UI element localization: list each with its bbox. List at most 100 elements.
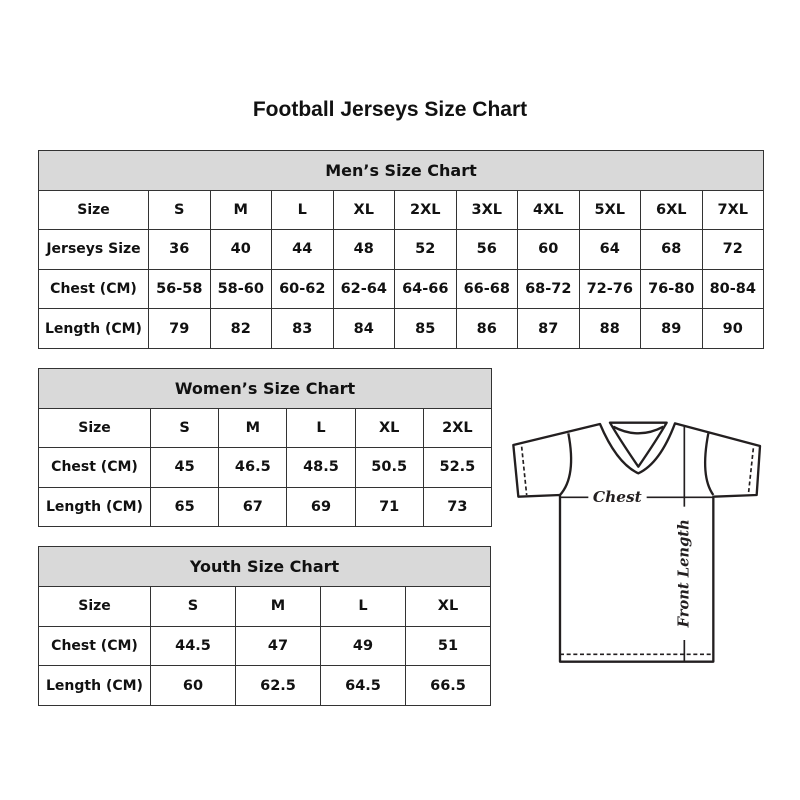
table-row: Length (CM) 60 62.5 64.5 66.5: [38, 665, 491, 707]
jersey-outline: [512, 422, 762, 663]
table-cell: 7XL: [701, 189, 764, 231]
mens-size-table: Men’s Size Chart Size S M L XL 2XL 3XL 4XL 5XL 6X…: [38, 150, 764, 349]
page-title: Football Jerseys Size Chart: [252, 98, 528, 121]
front-length-label: Front Length: [676, 519, 693, 628]
table-cell: 51: [405, 625, 491, 667]
table-cell: 66-68: [455, 268, 518, 310]
table-cell: 82: [209, 308, 272, 349]
table-cell: M: [218, 407, 288, 449]
table-cell: 72: [701, 229, 764, 270]
row-label: Size: [38, 585, 151, 627]
table-cell: 49: [320, 625, 406, 667]
table-cell: 40: [209, 229, 272, 270]
table-row: Size S M L XL 2XL 3XL 4XL 5XL 6XL 7XL: [38, 189, 764, 231]
table-cell: 48.5: [286, 447, 356, 488]
table-cell: 66.5: [405, 665, 491, 707]
table-cell: 58-60: [209, 268, 272, 310]
row-label: Chest (CM): [38, 447, 151, 488]
table-cell: 64-66: [394, 268, 457, 310]
table-cell: 48: [332, 229, 395, 270]
table-cell: 83: [271, 308, 334, 349]
table-cell: XL: [354, 407, 424, 449]
table-cell: 68-72: [517, 268, 580, 310]
table-cell: 73: [422, 486, 493, 528]
table-cell: 88: [578, 308, 641, 349]
table-cell: 44: [271, 229, 334, 270]
youth-size-table: Youth Size Chart Size S M L XL Chest (CM) 44.5…: [38, 546, 491, 707]
row-label: Length (CM): [38, 665, 151, 707]
table-cell: 60: [150, 665, 236, 707]
table-cell: 69: [286, 486, 356, 528]
table-cell: 89: [640, 308, 703, 349]
table-row: Size S M L XL 2XL: [38, 407, 493, 449]
table-cell: 52: [394, 229, 457, 270]
right-sleeve-seam: [704, 433, 715, 496]
table-cell: 2XL: [394, 189, 457, 231]
womens-size-table: Women’s Size Chart Size S M L XL 2XL Chest (CM…: [38, 368, 493, 528]
table-cell: 56-58: [148, 268, 211, 310]
row-label: Length (CM): [38, 486, 151, 528]
left-sleeve-seam: [559, 433, 573, 496]
table-cell: 68: [640, 229, 703, 270]
table-cell: 3XL: [455, 189, 518, 231]
table-cell: 5XL: [578, 189, 641, 231]
row-label: Chest (CM): [38, 625, 151, 667]
table-cell: M: [235, 585, 321, 627]
table-cell: 76-80: [640, 268, 703, 310]
table-row: Size S M L XL: [38, 585, 491, 627]
table-cell: 56: [455, 229, 518, 270]
table-cell: 64.5: [320, 665, 406, 707]
table-cell: S: [149, 407, 220, 449]
table-cell: 47: [235, 625, 321, 667]
table-cell: 71: [354, 486, 424, 528]
table-cell: 90: [701, 308, 764, 349]
table-cell: 86: [455, 308, 518, 349]
table-cell: 6XL: [640, 189, 703, 231]
table-cell: 80-84: [701, 268, 764, 310]
mens-table-heading: Men’s Size Chart: [38, 150, 764, 191]
womens-table-heading: Women’s Size Chart: [38, 368, 492, 409]
row-label: Size: [38, 407, 151, 449]
table-cell: L: [271, 189, 334, 231]
table-cell: XL: [332, 189, 395, 231]
table-row: Length (CM) 79 82 83 84 85 86 87 88 89 90: [38, 308, 764, 349]
table-cell: XL: [405, 585, 491, 627]
table-row: Chest (CM) 56-58 58-60 60-62 62-64 64-66 66-68…: [38, 268, 764, 310]
table-cell: 45: [149, 447, 220, 488]
table-cell: 67: [218, 486, 288, 528]
table-cell: 52.5: [422, 447, 493, 488]
table-cell: 62-64: [332, 268, 395, 310]
table-cell: 65: [149, 486, 220, 528]
row-label: Size: [38, 189, 149, 231]
table-cell: 62.5: [235, 665, 321, 707]
jersey-measurement-diagram: Chest Front Length: [512, 421, 762, 663]
table-row: Length (CM) 65 67 69 71 73: [38, 486, 493, 528]
table-cell: 46.5: [218, 447, 288, 488]
table-cell: 50.5: [354, 447, 424, 488]
chest-label: Chest: [593, 488, 642, 506]
table-cell: 84: [332, 308, 395, 349]
table-cell: 79: [148, 308, 211, 349]
table-row: Jerseys Size 36 40 44 48 52 56 60 64 68 72: [38, 229, 764, 270]
youth-table-heading: Youth Size Chart: [38, 546, 491, 587]
table-cell: 64: [578, 229, 641, 270]
table-cell: 44.5: [150, 625, 236, 667]
table-cell: L: [320, 585, 406, 627]
jersey-collar: [608, 421, 668, 468]
table-cell: 4XL: [517, 189, 580, 231]
table-cell: 60: [517, 229, 580, 270]
table-cell: 60-62: [271, 268, 334, 310]
table-cell: 87: [517, 308, 580, 349]
table-cell: L: [286, 407, 356, 449]
table-cell: 72-76: [578, 268, 641, 310]
row-label: Jerseys Size: [38, 229, 149, 270]
row-label: Chest (CM): [38, 268, 149, 310]
table-row: Chest (CM) 44.5 47 49 51: [38, 625, 491, 667]
table-cell: 2XL: [422, 407, 493, 449]
table-cell: 36: [148, 229, 211, 270]
table-cell: S: [148, 189, 211, 231]
row-label: Length (CM): [38, 308, 149, 349]
table-row: Chest (CM) 45 46.5 48.5 50.5 52.5: [38, 447, 493, 488]
table-cell: 85: [394, 308, 457, 349]
